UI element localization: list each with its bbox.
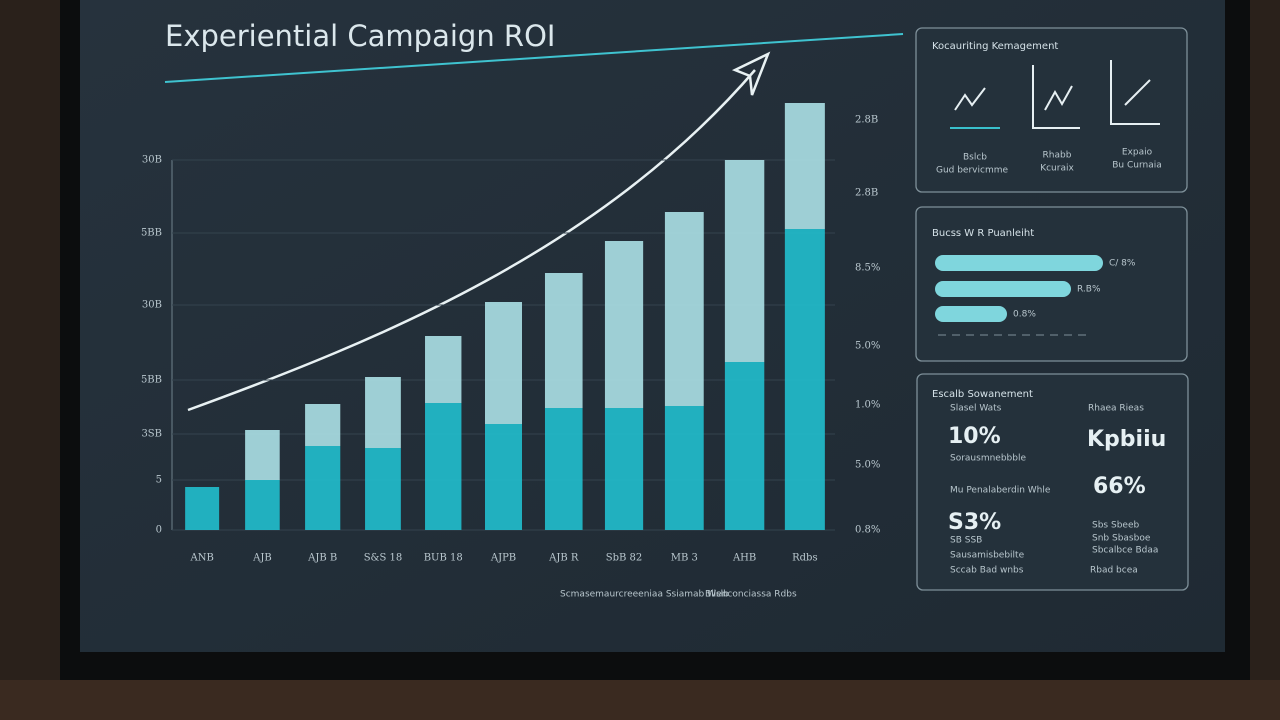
bar-label: C/ 8%	[1109, 259, 1136, 269]
bar-segment	[425, 403, 462, 530]
stat-text: S3%	[948, 510, 1001, 535]
icon-label: Bslcb	[963, 153, 987, 163]
y2-tick-label: 2.8B	[855, 188, 878, 199]
stat-text: Kpbiiu	[1087, 427, 1166, 452]
icon	[1110, 60, 1160, 125]
stat-text: Sccab Bad wnbs	[950, 566, 1024, 576]
x-tick-label: AHB	[732, 553, 756, 564]
y-tick-label: 5BB	[141, 228, 162, 239]
x-tick-label: S&S 18	[364, 553, 403, 564]
y2-tick-label: 1.0%	[855, 400, 880, 411]
panel-title: Escalb Sowanement	[932, 389, 1033, 400]
stat-text: Sbs Sbeeb	[1092, 521, 1139, 531]
hbar	[935, 255, 1103, 271]
icon-label: Expaio	[1122, 148, 1153, 158]
y-tick-label: 3SB	[141, 429, 162, 440]
x-tick-label: AJB B	[307, 553, 337, 564]
chart-title: Experiential Campaign ROI	[165, 19, 555, 53]
y-tick-label: 0	[156, 525, 162, 536]
panel-title: Kocauriting Kemagement	[932, 41, 1058, 52]
bar-segment	[485, 302, 522, 424]
icons	[950, 60, 1160, 129]
y-tick-label: 30B	[142, 155, 162, 166]
stat-text: SB SSB	[950, 536, 982, 546]
bar-segment	[305, 446, 341, 530]
bar-segment	[544, 273, 583, 408]
bar-segment	[365, 448, 401, 530]
hbar	[935, 281, 1071, 297]
stat-text: Slasel Wats	[950, 404, 1002, 414]
y-tick-label: 30B	[142, 300, 162, 311]
bar-segment	[544, 408, 583, 530]
stat-text: Mu Penalaberdin Whle	[950, 486, 1051, 496]
x-tick-label: ANB	[189, 553, 213, 564]
stat-text: Sorausmnebbble	[950, 454, 1026, 464]
y2-tick-label: 5.0%	[855, 341, 880, 352]
desk	[0, 680, 1280, 720]
bar-segment	[784, 229, 825, 530]
bar-segment	[425, 336, 462, 403]
stat-text: Rhaea Rieas	[1088, 404, 1144, 414]
bar-segment	[245, 480, 280, 530]
bar-segment	[724, 362, 765, 530]
y2-tick-label: 2.8B	[855, 115, 878, 126]
stat-text: Snb Sbasboe	[1092, 534, 1151, 544]
x-tick-label: AJB R	[548, 553, 579, 564]
y-tick-label: 5BB	[141, 375, 162, 386]
x-tick-label: AJB	[252, 553, 272, 564]
title-rule	[164, 33, 904, 83]
panel	[916, 373, 1189, 591]
bar-segment	[604, 408, 644, 530]
x-tick-label: AJPB	[490, 553, 516, 564]
stat-text: 66%	[1093, 474, 1146, 499]
bar-segment	[724, 160, 765, 362]
icon-label: Gud bervicmme	[936, 166, 1009, 176]
bar-segment	[185, 487, 220, 530]
y-tick-label: 5	[156, 475, 162, 486]
hbar	[935, 306, 1007, 322]
bar-segment	[664, 212, 704, 406]
icon-label: Rhabb	[1043, 151, 1072, 161]
arrow-head	[731, 51, 771, 96]
y2-tick-label: 0.8%	[855, 525, 880, 536]
trend-arrow	[187, 69, 756, 412]
bar-segment	[664, 406, 704, 530]
bar-segment	[604, 241, 644, 408]
y2-tick-label: 8.5%	[855, 263, 880, 274]
icon	[1032, 65, 1080, 129]
y2-tick-label: 5.0%	[855, 460, 880, 471]
icon-label: Kcuraix	[1040, 164, 1074, 174]
footnote: Bllenconciassa Rdbs	[705, 590, 797, 600]
x-tick-label: MB 3	[671, 553, 698, 564]
panel	[915, 27, 1188, 193]
bar-segment	[485, 424, 522, 530]
bar-segment	[305, 404, 341, 446]
bar-segment	[245, 430, 280, 480]
x-tick-label: SbB 82	[606, 553, 643, 564]
bar-segment	[784, 103, 825, 229]
bar-label: 0.8%	[1013, 310, 1036, 320]
bar-label: R.B%	[1077, 285, 1101, 295]
stat-text: Rbad bcea	[1090, 566, 1138, 576]
stat-text: 10%	[948, 424, 1001, 449]
footnote: Scmasemaurcreeeniaa Ssiamab Wslb ·	[560, 590, 735, 600]
x-tick-label: BUB 18	[424, 553, 463, 564]
bar-segment	[365, 377, 401, 448]
icon	[954, 87, 986, 111]
panel-title: Bucss W R Puanleiht	[932, 228, 1034, 239]
stat-text: Sausamisbebilte	[950, 551, 1025, 561]
icon-label: Bu Curnaia	[1112, 161, 1162, 171]
stat-text: Sbcalbce Bdaa	[1092, 546, 1158, 556]
x-tick-label: Rdbs	[792, 553, 817, 564]
